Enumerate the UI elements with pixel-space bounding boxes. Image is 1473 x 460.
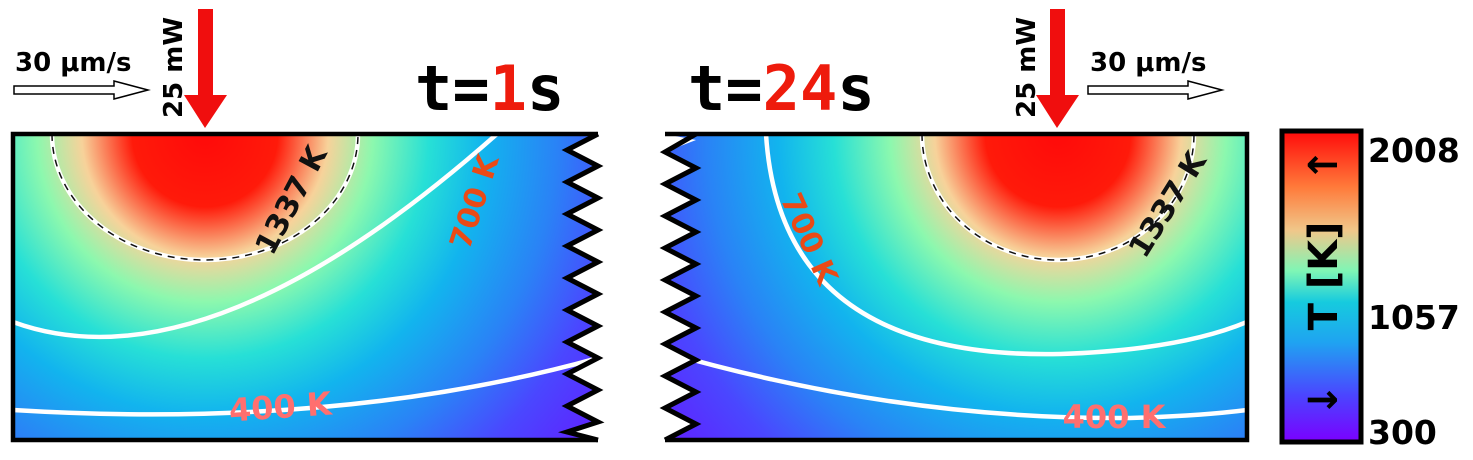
colorbar-tick-min: 300 xyxy=(1368,413,1437,452)
right-laser-beam-arrow-icon xyxy=(1036,9,1079,128)
right-scan-direction-arrow-icon xyxy=(1087,80,1225,100)
left-time-unit: s xyxy=(527,52,564,125)
left-time-value: 1 xyxy=(490,52,527,125)
right-temperature-panel: 1337 K 700 K 400 K 25 mW 30 μm/s t=24s xyxy=(659,9,1250,443)
right-time-prefix: t= xyxy=(688,52,763,125)
colorbar-tick-max: 2008 xyxy=(1368,131,1460,170)
colorbar-gradient xyxy=(1279,128,1364,445)
right-temperature-field xyxy=(665,134,1247,440)
left-panel-frame xyxy=(10,131,598,443)
right-isotherm-1337k-dash xyxy=(921,134,1195,261)
colorbar-down-arrow-icon: ↓ xyxy=(1301,383,1347,417)
left-label-400k: 400 K xyxy=(228,384,334,429)
left-break-zigzag xyxy=(558,131,605,443)
left-laser-beam-arrow-icon xyxy=(184,9,227,128)
left-time-label: t=1s xyxy=(415,52,564,125)
left-time-prefix: t= xyxy=(415,52,490,125)
right-label-400k: 400 K xyxy=(1063,398,1167,436)
left-isotherm-400k xyxy=(13,355,598,417)
right-scan-speed-label: 30 μm/s xyxy=(1090,48,1206,78)
left-temperature-panel: 1337 K 700 K 400 K 30 μm/s 25 mW t=1s xyxy=(10,9,605,443)
right-time-unit: s xyxy=(837,52,874,125)
left-temperature-field xyxy=(13,134,598,440)
right-isotherms xyxy=(665,134,1247,421)
left-scan-direction-arrow-icon xyxy=(13,80,151,100)
colorbar-tick-mid: 1057 xyxy=(1368,298,1460,337)
right-time-label: t=24s xyxy=(688,52,875,125)
right-time-value: 24 xyxy=(763,52,838,125)
temperature-colorbar: T [K] ↑ ↓ 2008 1057 300 xyxy=(1279,128,1460,452)
right-isotherm-700k xyxy=(763,134,1247,357)
right-panel-frame xyxy=(665,131,1250,443)
left-laser-power-label: 25 mW xyxy=(159,17,189,118)
left-isotherm-1337k-dash xyxy=(51,134,359,261)
colorbar-axis-label: T [K] xyxy=(1301,222,1347,331)
right-break-zigzag xyxy=(659,131,702,443)
colorbar-up-arrow-icon: ↑ xyxy=(1301,148,1347,182)
right-laser-power-label: 25 mW xyxy=(1012,17,1042,118)
left-scan-speed-label: 30 μm/s xyxy=(15,48,131,78)
left-isotherms xyxy=(13,134,598,417)
right-isotherm-400k xyxy=(665,349,1247,421)
left-isotherm-700k xyxy=(13,134,499,340)
